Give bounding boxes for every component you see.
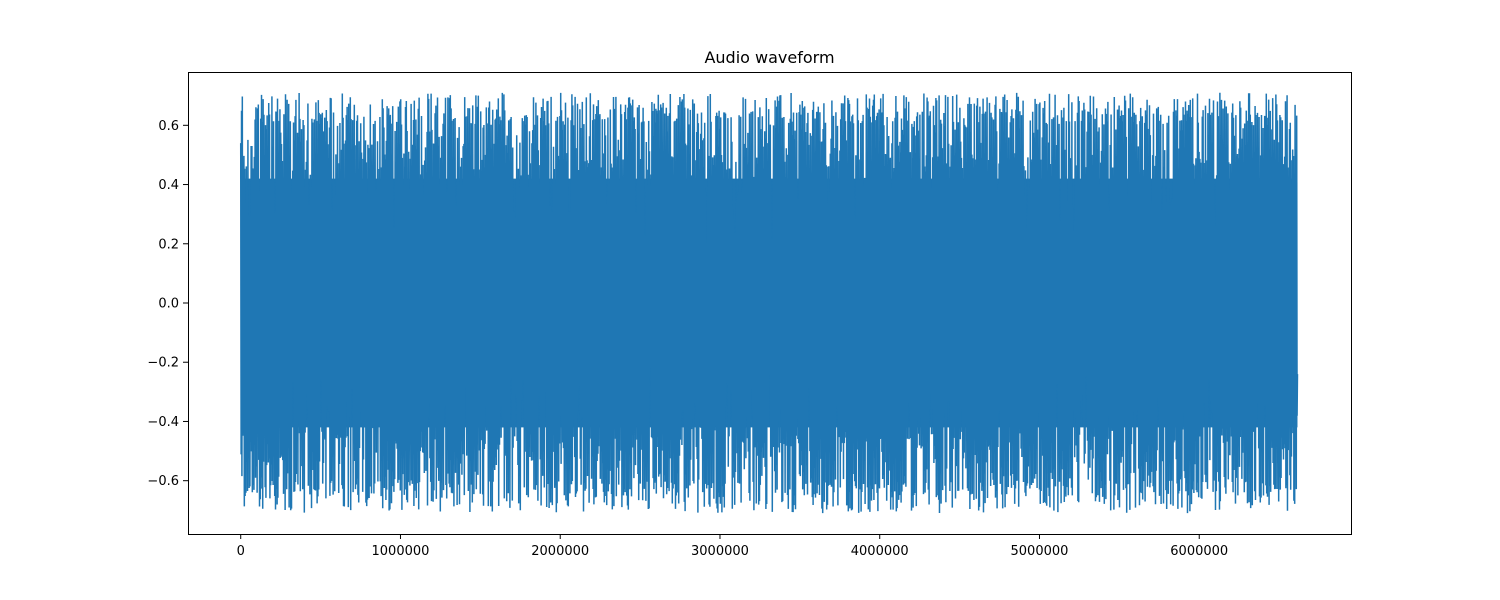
chart-title: Audio waveform bbox=[704, 48, 834, 67]
x-tick-label: 6000000 bbox=[1170, 544, 1228, 559]
y-tick-label: −0.4 bbox=[147, 415, 179, 430]
x-axis: 0 1000000 2000000 3000000 4000000 5000000 6000… bbox=[237, 534, 1228, 559]
plot-frame bbox=[188, 72, 1352, 535]
series-layer bbox=[239, 92, 1299, 514]
x-tick-label: 0 bbox=[237, 544, 245, 559]
x-tick-label: 2000000 bbox=[531, 544, 589, 559]
y-tick-label: 0.6 bbox=[158, 119, 179, 134]
y-tick-label: −0.2 bbox=[147, 356, 179, 371]
x-tick-label: 3000000 bbox=[691, 544, 749, 559]
y-axis: −0.6 −0.4 −0.2 0.0 0.2 0.4 0.6 bbox=[147, 119, 188, 489]
x-tick-label: 1000000 bbox=[372, 544, 430, 559]
waveform-line bbox=[239, 92, 1299, 514]
y-tick-label: −0.6 bbox=[147, 474, 179, 489]
y-tick-label: 0.4 bbox=[158, 178, 179, 193]
y-tick-label: 0.2 bbox=[158, 237, 179, 252]
y-tick-label: 0.0 bbox=[158, 297, 179, 312]
x-tick-label: 4000000 bbox=[851, 544, 909, 559]
x-tick-label: 5000000 bbox=[1011, 544, 1069, 559]
